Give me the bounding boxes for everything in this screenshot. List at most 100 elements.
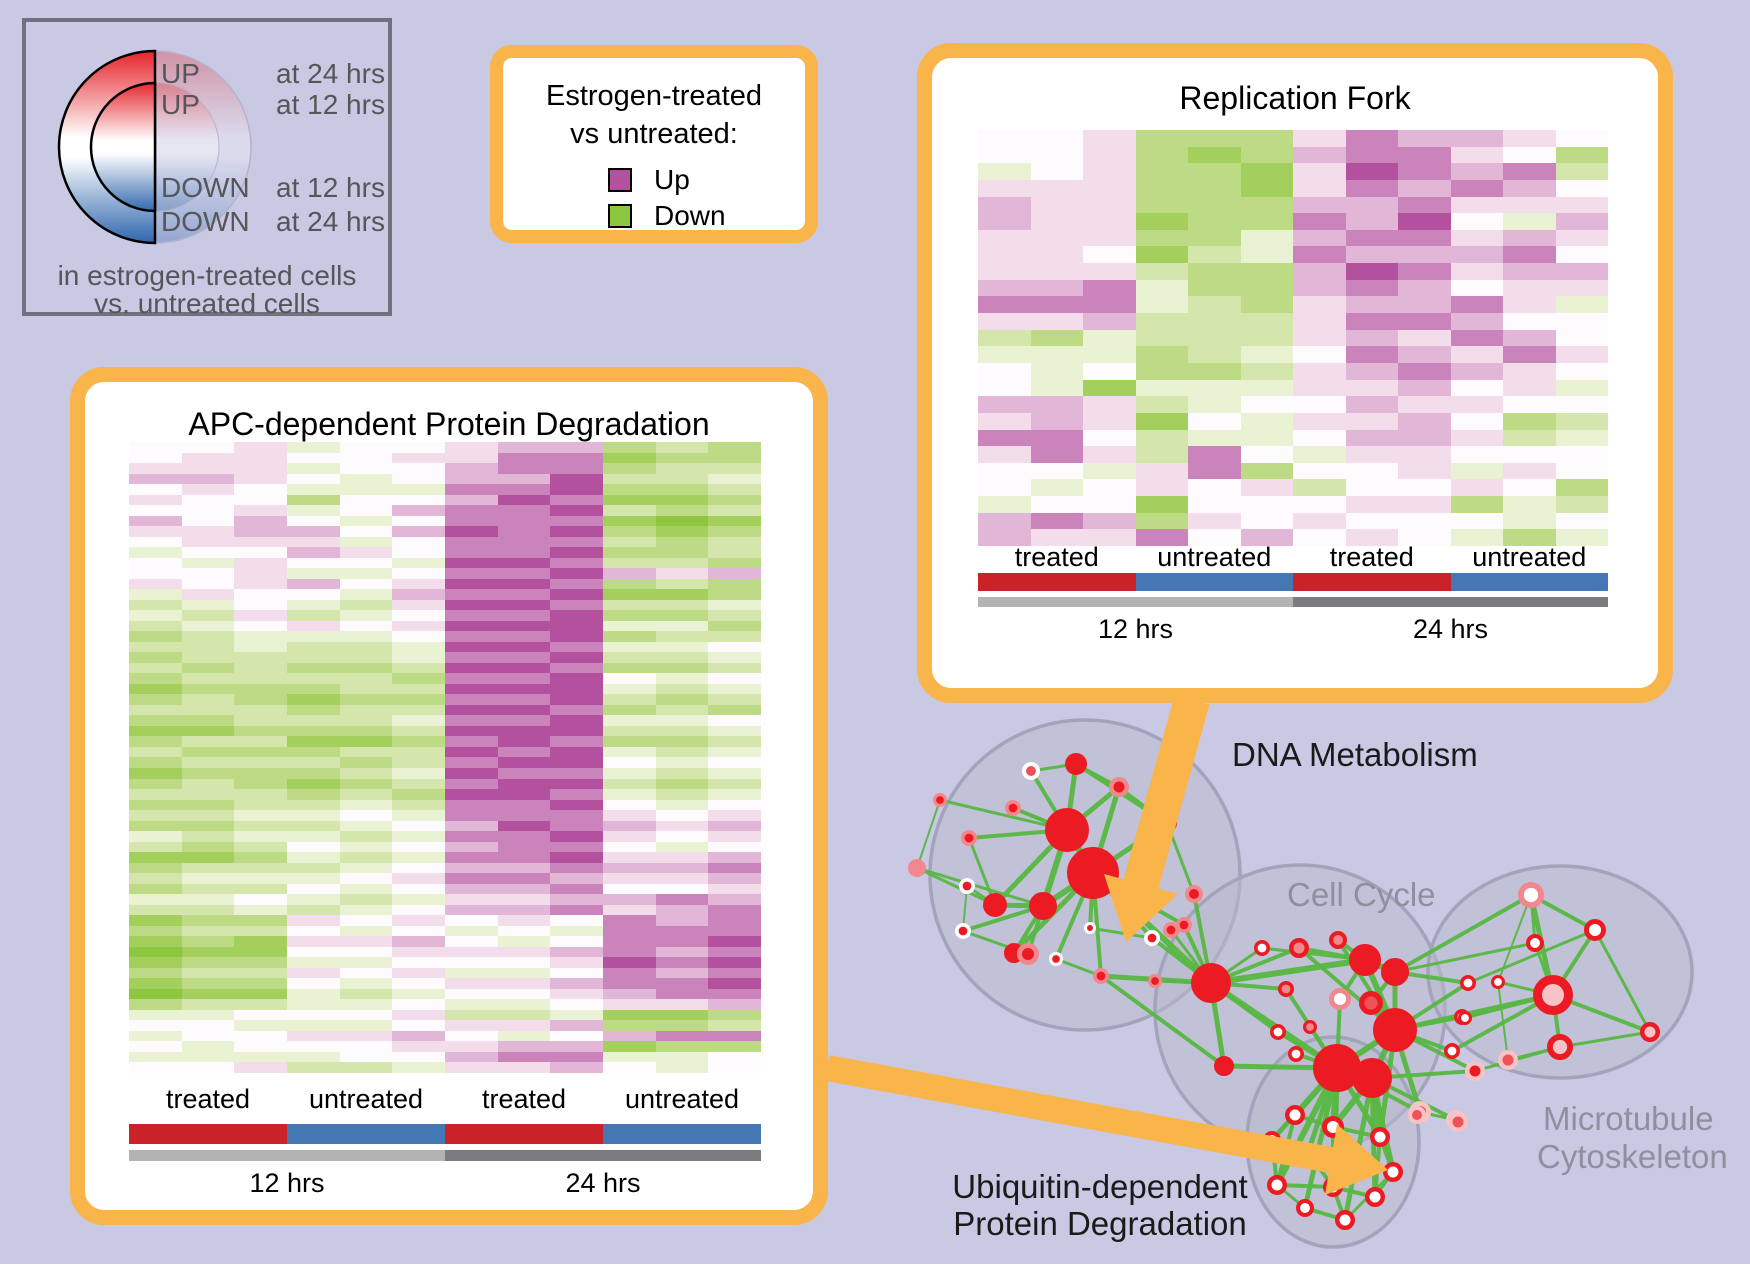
panel-pointer-arrow-shaft (1123, 695, 1210, 889)
network-node (1448, 1112, 1468, 1132)
heatmap-row (129, 1041, 762, 1052)
heatmap-row (129, 799, 762, 811)
heatmap-row (129, 515, 762, 527)
heatmap-row (129, 683, 762, 695)
network-edge (1497, 894, 1532, 983)
cluster-label-microtubule-line1: Microtubule (1543, 1100, 1714, 1137)
network-edge (1054, 957, 1103, 978)
heatmap-row (978, 346, 1608, 363)
heatmap-row (129, 894, 762, 905)
network-node (1444, 1043, 1461, 1060)
treatment-bar-segment (129, 1124, 287, 1144)
heatmap-row (129, 484, 762, 495)
cluster-label-ubiquitin-line2: Protein Degradation (953, 1205, 1247, 1242)
time-bar-segment (1293, 597, 1608, 607)
panel-pointer-arrow-shaft (824, 1055, 1334, 1173)
heatmap-row (129, 715, 762, 726)
heatmap-row (129, 1020, 762, 1031)
network-node (1084, 922, 1096, 934)
heatmap-row (129, 694, 762, 705)
time-bar-segment (978, 597, 1293, 607)
heatmap-row (129, 915, 762, 926)
heatmap-row (129, 557, 762, 569)
apc-group-labels: treated untreated treated untreated (129, 1084, 761, 1115)
cluster-label-dna-metabolism: DNA Metabolism (1232, 736, 1478, 773)
network-node (1329, 931, 1348, 950)
apc-time-bar (129, 1150, 761, 1161)
time-bar-segment (445, 1150, 761, 1161)
estrogen-legend-title-line2: vs untreated: (570, 118, 738, 150)
cluster-circle (1426, 864, 1694, 1080)
network-edge (1393, 893, 1533, 974)
network-node (1526, 934, 1545, 953)
network-node (1016, 942, 1039, 965)
heatmap-row (129, 1062, 762, 1073)
apc-degradation-panel: APC-dependent Protein Degradation treate… (70, 367, 828, 1225)
time-label: 24 hrs (565, 1168, 641, 1198)
legend-up-24-word: UP (161, 58, 200, 89)
time-label: 24 hrs (1412, 614, 1489, 644)
heatmap-row (129, 936, 762, 947)
heatmap-row (129, 841, 762, 853)
legend-up-24-time: at 24 hrs (276, 58, 385, 89)
heatmap-row (129, 978, 762, 989)
heatmap-row (978, 446, 1608, 463)
heatmap-row (978, 263, 1608, 280)
network-node (1465, 1061, 1485, 1081)
legend-footer-line1: in estrogen-treated cells (57, 260, 357, 291)
rf-time-labels: 12 hrs 24 hrs (978, 614, 1608, 645)
heatmap-row (978, 313, 1608, 330)
heatmap-row (978, 496, 1608, 513)
network-node (958, 877, 975, 894)
rf-treatment-bar (978, 573, 1608, 591)
heatmap-row (129, 988, 762, 1000)
replication-fork-heatmap (978, 130, 1608, 547)
network-node (1335, 1210, 1355, 1230)
heatmap-row (129, 473, 762, 485)
heatmap-row (978, 279, 1608, 297)
heatmap-row (129, 463, 762, 474)
heatmap-row (978, 412, 1608, 430)
network-node (1214, 1056, 1234, 1076)
network-node (1144, 929, 1161, 946)
down-color-swatch (608, 204, 632, 228)
network-node (933, 793, 948, 808)
heatmap-row (978, 429, 1608, 447)
heatmap-row (129, 789, 762, 800)
legend-up-12-time: at 12 hrs (276, 89, 385, 120)
group-label: treated (165, 1084, 251, 1114)
legend-down-24-word: DOWN (161, 206, 250, 237)
network-node (1328, 987, 1351, 1010)
rf-time-bar (978, 597, 1608, 607)
network-node (1029, 892, 1058, 921)
heatmap-row (978, 379, 1608, 397)
group-label: treated (1014, 542, 1099, 572)
network-node (1408, 1106, 1427, 1125)
network-node (1313, 1044, 1362, 1093)
network-node (1370, 1127, 1390, 1147)
network-node (1254, 939, 1271, 956)
heatmap-row (978, 213, 1608, 230)
network-edge (915, 866, 1045, 908)
heatmap-row (129, 536, 762, 548)
heatmap-row (129, 662, 762, 674)
treatment-bar-segment (287, 1124, 445, 1144)
heatmap-row (129, 831, 762, 842)
group-label: untreated (624, 1084, 740, 1114)
legend-item-up: Up (608, 164, 690, 196)
heatmap-row (129, 820, 762, 832)
heatmap-row (129, 767, 762, 779)
rf-group-labels: treated untreated treated untreated (978, 542, 1608, 573)
network-node (1270, 1024, 1287, 1041)
heatmap-row (129, 599, 762, 611)
treatment-bar-segment (1450, 573, 1608, 591)
network-node (1093, 967, 1110, 984)
network-node (1163, 921, 1180, 938)
heatmap-row (978, 396, 1608, 413)
cluster-label-cell-cycle: Cell Cycle (1287, 876, 1436, 913)
heatmap-row (129, 873, 762, 884)
group-label: untreated (1472, 542, 1587, 572)
heatmap-row (978, 146, 1608, 164)
network-node (1640, 1022, 1660, 1042)
